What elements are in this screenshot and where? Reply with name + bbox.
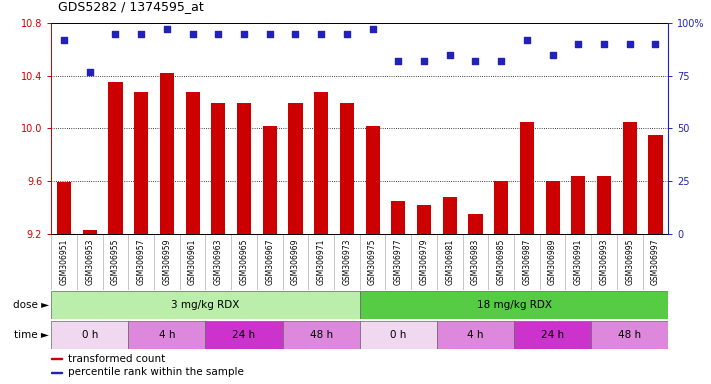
Point bbox=[238, 30, 250, 36]
Point bbox=[136, 30, 147, 36]
Point bbox=[290, 30, 301, 36]
Bar bbox=[51, 358, 63, 359]
Bar bbox=[289, 103, 303, 384]
Point bbox=[599, 41, 610, 47]
Text: 0 h: 0 h bbox=[82, 330, 98, 340]
Text: GSM306957: GSM306957 bbox=[137, 238, 146, 285]
Text: GSM306963: GSM306963 bbox=[214, 238, 223, 285]
Point bbox=[521, 37, 533, 43]
Bar bbox=[314, 91, 328, 384]
Bar bbox=[82, 230, 97, 384]
Point bbox=[572, 41, 584, 47]
Bar bbox=[417, 205, 431, 384]
Bar bbox=[469, 214, 483, 384]
Point bbox=[213, 30, 224, 36]
Bar bbox=[340, 103, 354, 384]
Bar bbox=[51, 321, 128, 349]
Bar bbox=[211, 103, 225, 384]
Bar bbox=[108, 82, 122, 384]
Point bbox=[316, 30, 327, 36]
Text: GSM306983: GSM306983 bbox=[471, 238, 480, 285]
Point bbox=[84, 68, 95, 74]
Text: GSM306993: GSM306993 bbox=[599, 238, 609, 285]
Text: GSM306987: GSM306987 bbox=[523, 238, 531, 285]
Text: GSM306985: GSM306985 bbox=[497, 238, 506, 285]
Bar bbox=[520, 122, 534, 384]
Bar bbox=[365, 126, 380, 384]
Text: GSM306995: GSM306995 bbox=[625, 238, 634, 285]
Text: 24 h: 24 h bbox=[232, 330, 256, 340]
Text: GSM306975: GSM306975 bbox=[368, 238, 377, 285]
Text: GSM306971: GSM306971 bbox=[316, 238, 326, 285]
Point bbox=[264, 30, 275, 36]
Bar bbox=[283, 321, 360, 349]
Bar bbox=[437, 321, 514, 349]
Bar bbox=[128, 321, 205, 349]
Bar bbox=[391, 201, 405, 384]
Text: GSM306977: GSM306977 bbox=[394, 238, 403, 285]
Text: GSM306959: GSM306959 bbox=[162, 238, 171, 285]
Bar bbox=[443, 197, 457, 384]
Text: dose ►: dose ► bbox=[13, 300, 49, 310]
Text: GSM306965: GSM306965 bbox=[240, 238, 249, 285]
Text: GSM306981: GSM306981 bbox=[445, 238, 454, 285]
Text: 0 h: 0 h bbox=[390, 330, 407, 340]
Bar bbox=[360, 291, 668, 319]
Text: 4 h: 4 h bbox=[467, 330, 483, 340]
Bar bbox=[494, 181, 508, 384]
Text: 24 h: 24 h bbox=[541, 330, 565, 340]
Point bbox=[109, 30, 121, 36]
Text: GSM306961: GSM306961 bbox=[188, 238, 197, 285]
Bar bbox=[571, 176, 585, 384]
Text: 3 mg/kg RDX: 3 mg/kg RDX bbox=[171, 300, 240, 310]
Text: 18 mg/kg RDX: 18 mg/kg RDX bbox=[476, 300, 552, 310]
Point bbox=[650, 41, 661, 47]
Bar bbox=[205, 321, 283, 349]
Text: 48 h: 48 h bbox=[309, 330, 333, 340]
Bar bbox=[623, 122, 637, 384]
Point bbox=[444, 51, 456, 58]
Point bbox=[187, 30, 198, 36]
Point bbox=[367, 26, 378, 32]
Bar bbox=[160, 73, 174, 384]
Text: 4 h: 4 h bbox=[159, 330, 175, 340]
Text: GSM306991: GSM306991 bbox=[574, 238, 583, 285]
Point bbox=[496, 58, 507, 64]
Text: time ►: time ► bbox=[14, 330, 49, 340]
Text: GSM306979: GSM306979 bbox=[419, 238, 429, 285]
Point bbox=[470, 58, 481, 64]
Text: 48 h: 48 h bbox=[618, 330, 641, 340]
Text: GDS5282 / 1374595_at: GDS5282 / 1374595_at bbox=[58, 0, 204, 13]
Text: GSM306969: GSM306969 bbox=[291, 238, 300, 285]
Bar bbox=[592, 321, 668, 349]
Text: GSM306967: GSM306967 bbox=[265, 238, 274, 285]
Point bbox=[624, 41, 636, 47]
Bar bbox=[57, 182, 71, 384]
Point bbox=[58, 37, 70, 43]
Text: GSM306955: GSM306955 bbox=[111, 238, 120, 285]
Text: GSM306973: GSM306973 bbox=[343, 238, 351, 285]
Bar bbox=[545, 181, 560, 384]
Bar bbox=[134, 91, 149, 384]
Bar bbox=[262, 126, 277, 384]
Point bbox=[392, 58, 404, 64]
Point bbox=[547, 51, 558, 58]
Bar bbox=[186, 91, 200, 384]
Text: GSM306989: GSM306989 bbox=[548, 238, 557, 285]
Text: GSM306951: GSM306951 bbox=[60, 238, 68, 285]
Text: GSM306997: GSM306997 bbox=[651, 238, 660, 285]
Text: transformed count: transformed count bbox=[68, 354, 166, 364]
Bar bbox=[360, 321, 437, 349]
Text: percentile rank within the sample: percentile rank within the sample bbox=[68, 367, 245, 377]
Bar bbox=[648, 135, 663, 384]
Bar bbox=[237, 103, 251, 384]
Point bbox=[341, 30, 353, 36]
Bar bbox=[51, 291, 360, 319]
Bar bbox=[514, 321, 592, 349]
Bar bbox=[597, 176, 611, 384]
Text: GSM306953: GSM306953 bbox=[85, 238, 95, 285]
Point bbox=[161, 26, 173, 32]
Point bbox=[418, 58, 429, 64]
